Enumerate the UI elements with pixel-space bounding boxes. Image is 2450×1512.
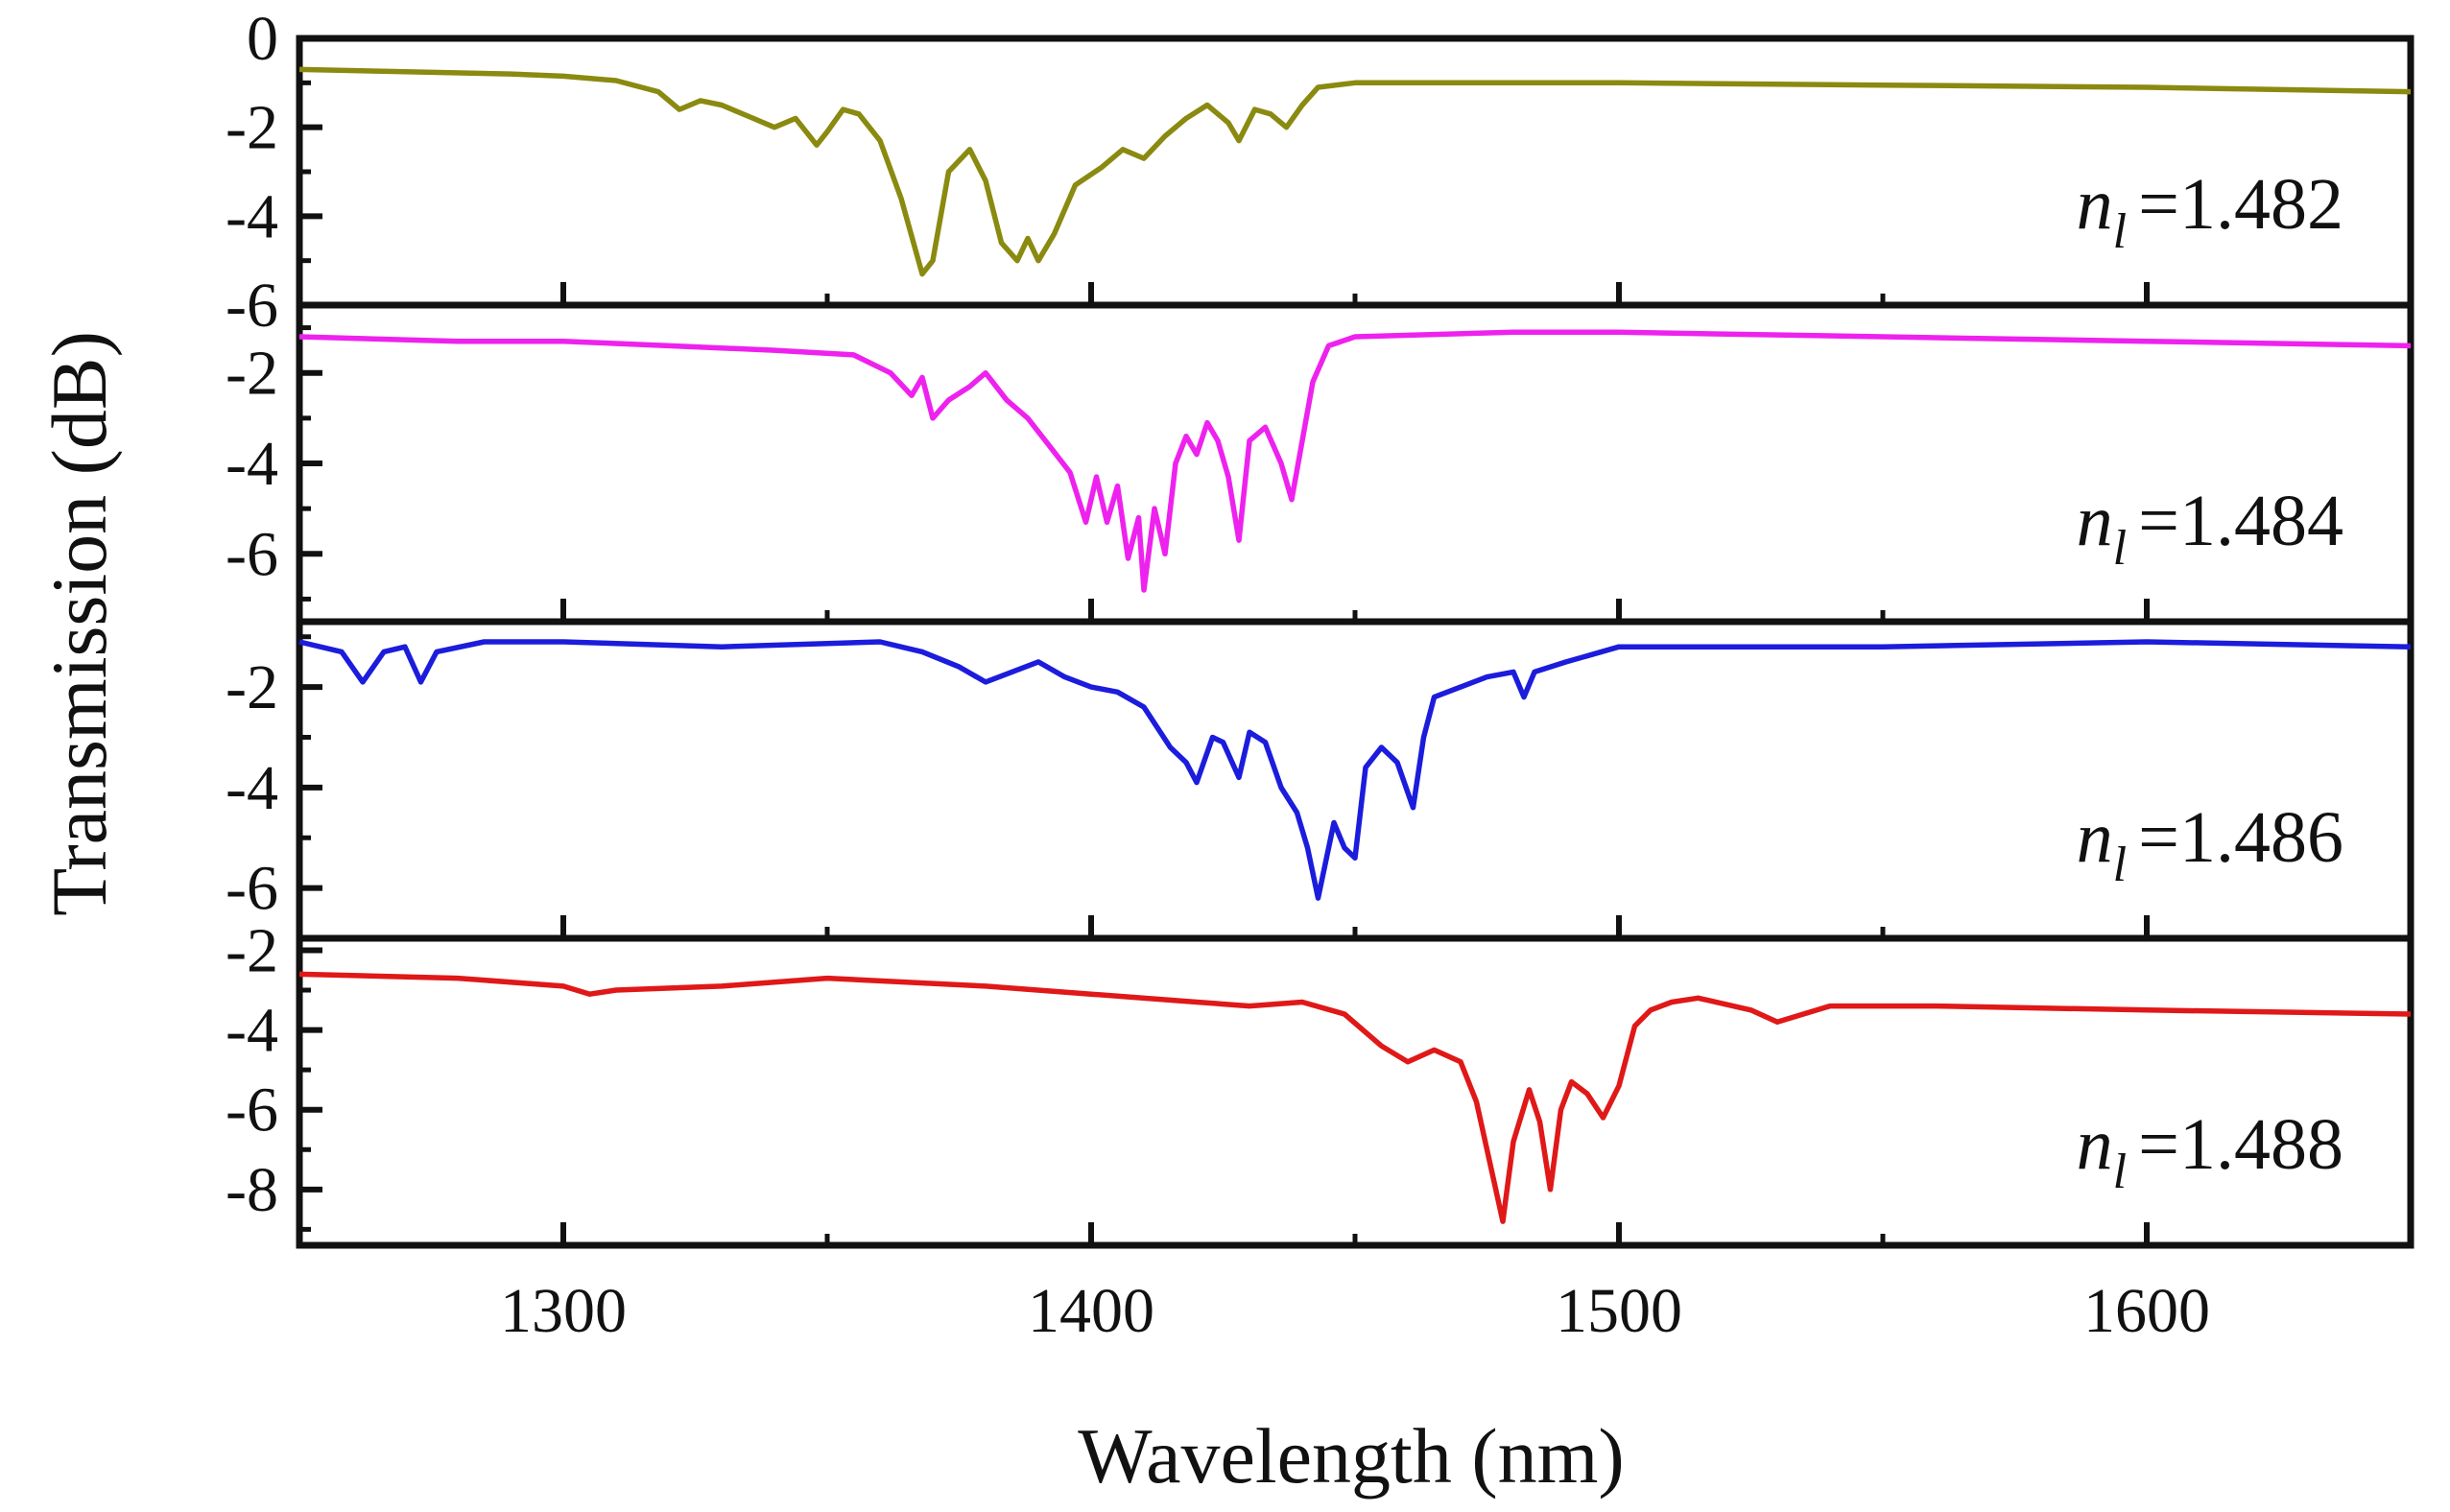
panel-label-value: =1.486	[2138, 797, 2343, 878]
panel-label: nl =1.482	[2077, 164, 2343, 259]
panel-frame	[296, 301, 2414, 626]
panel-label-subscript: l	[2113, 204, 2127, 259]
panel-label: nl =1.488	[2077, 1104, 2343, 1199]
panel-label: nl =1.484	[2077, 481, 2343, 576]
y-tick-label: -6	[226, 854, 278, 924]
y-tick-label: -4	[226, 753, 278, 823]
y-tick-label: -6	[226, 271, 278, 341]
y-tick-label: -4	[226, 429, 278, 499]
panel-label-subscript: l	[2113, 521, 2127, 576]
y-tick-label: -8	[226, 1155, 278, 1225]
panel-label-symbol: n	[2077, 1104, 2113, 1185]
x-axis-title: Wavelength (nm)	[1078, 1412, 1624, 1500]
series-line-n1-1488	[298, 971, 2412, 1224]
panel-n1-1482: 0 -2 -4 -6 nl =1.482	[226, 4, 2414, 341]
chart-panels: 0-2-4-6nl =1.482-2-4-6 nl =1.484-2-4-6nl =1.…	[226, 4, 2414, 1249]
y-tick-label: -2	[226, 915, 278, 985]
x-axis: 1300 1400 1500 1600	[297, 1222, 2414, 1346]
panel-label: nl =1.486	[2077, 797, 2343, 892]
y-tick-label: -6	[226, 1075, 278, 1146]
x-tick-label: 1500	[1556, 1276, 1682, 1346]
series-line-n1-1484	[298, 329, 2412, 593]
y-axis-title: Transmission (dB)	[36, 331, 123, 916]
panel-label-subscript: l	[2113, 838, 2127, 892]
y-tick-label: -2	[226, 339, 278, 409]
series-line-n1-1486	[298, 639, 2412, 901]
panel-label-subscript: l	[2113, 1145, 2127, 1199]
y-tick-label: -2	[226, 652, 278, 722]
x-tick-label: 1300	[500, 1276, 627, 1346]
panel-label-symbol: n	[2077, 481, 2113, 561]
y-tick-label: 0	[247, 4, 278, 74]
panel-n1-1488: -2 -4 -6 -8 nl =1.488	[226, 915, 2414, 1249]
panel-label-value: =1.488	[2138, 1104, 2343, 1185]
x-tick-label: 1400	[1028, 1276, 1154, 1346]
x-tick-label: 1600	[2083, 1276, 2210, 1346]
panel-label-value: =1.484	[2138, 481, 2343, 561]
y-tick-label: -2	[226, 93, 278, 163]
panel-n1-1484: -2 -4 -6 nl =1.484	[226, 301, 2414, 626]
panel-label-symbol: n	[2077, 164, 2113, 245]
y-tick-label: -6	[226, 519, 278, 589]
panel-frame	[296, 934, 2414, 1249]
panel-n1-1486: -2 -4 -6 nl =1.486	[226, 618, 2414, 942]
panel-frame	[296, 618, 2414, 942]
y-tick-label: -4	[226, 181, 278, 251]
panel-label-value: =1.482	[2138, 164, 2343, 245]
panel-label-symbol: n	[2077, 797, 2113, 878]
series-line-n1-1482	[298, 66, 2412, 277]
y-tick-label: -4	[226, 996, 278, 1066]
